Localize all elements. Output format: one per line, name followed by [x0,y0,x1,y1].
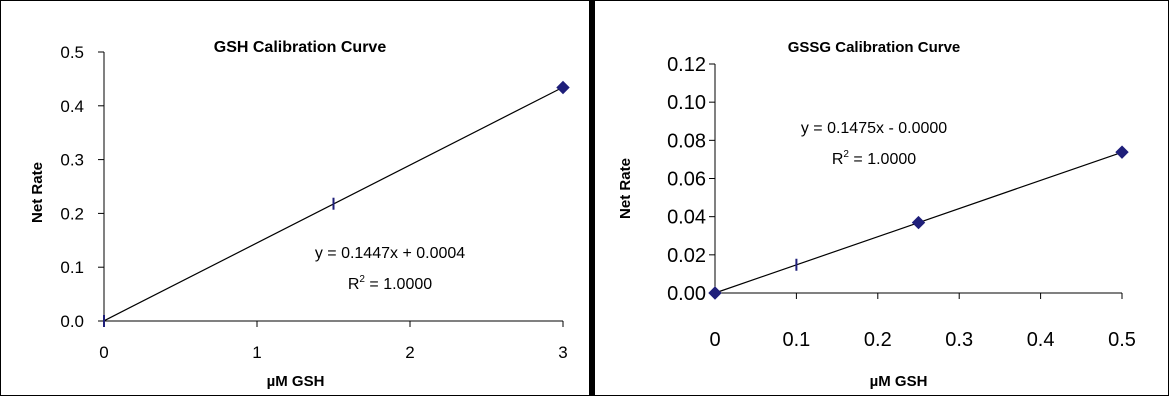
y-axis-label: Net Rate [29,162,46,223]
panel-divider [590,0,594,396]
y-tick-label: 0.4 [60,97,84,116]
gssg-chart-panel: 0.00 0.02 0.04 0.06 0.08 0.10 0.12 0 0.1 0.2 0.3 0.… [594,0,1169,396]
gsh-calibration-chart: 0.0 0.1 0.2 0.3 0.4 0.5 0 1 2 3 GSH Calibration Cu… [0,0,590,396]
x-axis-label: µM GSH [267,373,325,390]
y-tick-label: 0.1 [60,258,84,277]
x-tick-label: 3 [558,343,567,362]
y-tick-label: 0.08 [667,130,706,152]
x-tick-label: 0 [709,329,720,351]
r-squared-label: R2 = 1.0000 [832,149,916,168]
trendline-equation: y = 0.1475x - 0.0000 [801,120,947,137]
data-point [708,286,722,300]
x-tick-label: 0.5 [1108,329,1136,351]
x-tick-label: 0.1 [782,329,810,351]
data-point [556,80,570,95]
y-tick-label: 0.10 [667,92,706,114]
data-point [1115,145,1129,159]
r-squared-label: R2 = 1.0000 [348,274,432,293]
y-tick-label: 0.5 [60,43,84,62]
x-axis-label: µM GSH [870,373,928,390]
x-tick-label: 0.3 [945,329,973,351]
x-tick-label: 0 [99,343,108,362]
y-tick-label: 0.3 [60,151,84,170]
y-tick-label: 0.12 [667,54,706,76]
gsh-chart-panel: 0.0 0.1 0.2 0.3 0.4 0.5 0 1 2 3 GSH Calibration Cu… [0,0,590,396]
chart-title: GSH Calibration Curve [214,39,387,56]
x-tick-label: 2 [405,343,414,362]
y-tick-label: 0.04 [667,207,706,229]
data-point [911,215,926,230]
y-axis-label: Net Rate [617,158,634,219]
chart-frame [0,0,590,396]
y-tick-label: 0.02 [667,245,706,267]
x-tick-label: 0.2 [864,329,892,351]
chart-title: GSSG Calibration Curve [788,39,961,56]
x-tick-label: 1 [252,343,261,362]
trendline-equation: y = 0.1447x + 0.0004 [315,245,465,262]
y-tick-label: 0.00 [667,283,706,305]
gssg-calibration-chart: 0.00 0.02 0.04 0.06 0.08 0.10 0.12 0 0.1 0.2 0.3 0.… [594,0,1169,396]
y-tick-label: 0.0 [60,312,84,331]
x-tick-label: 0.4 [1027,329,1055,351]
y-tick-label: 0.06 [667,169,706,191]
y-tick-label: 0.2 [60,204,84,223]
